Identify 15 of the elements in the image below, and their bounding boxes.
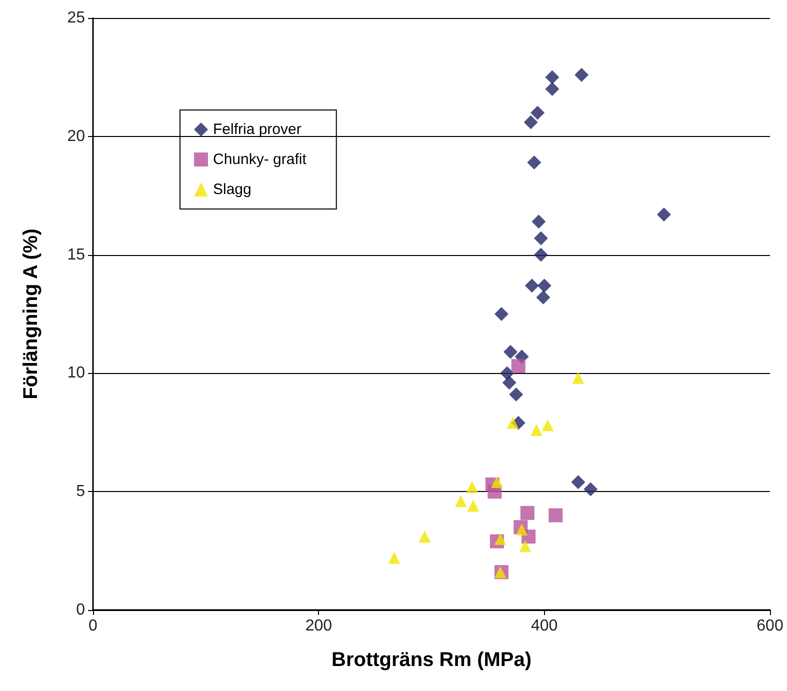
y-tick-label: 15	[67, 246, 86, 264]
legend-label: Felfria prover	[213, 121, 302, 138]
y-tick-label: 0	[76, 602, 86, 618]
legend-label: Chunky- grafit	[213, 151, 308, 168]
x-tick-label: 0	[88, 618, 98, 634]
y-axis-title: Förlängning A (%)	[20, 228, 42, 400]
x-tick-label: 400	[530, 618, 558, 634]
y-tick-label: 10	[67, 364, 86, 382]
x-tick-label: 600	[756, 618, 784, 634]
y-tick-label: 20	[67, 128, 86, 145]
x-axis-title: Brottgräns Rm (MPa)	[331, 649, 532, 671]
legend-label: Slagg	[213, 181, 252, 198]
y-tick-label: 25	[67, 10, 86, 26]
y-tick-label: 5	[76, 483, 86, 500]
x-tick-label: 200	[305, 618, 332, 634]
